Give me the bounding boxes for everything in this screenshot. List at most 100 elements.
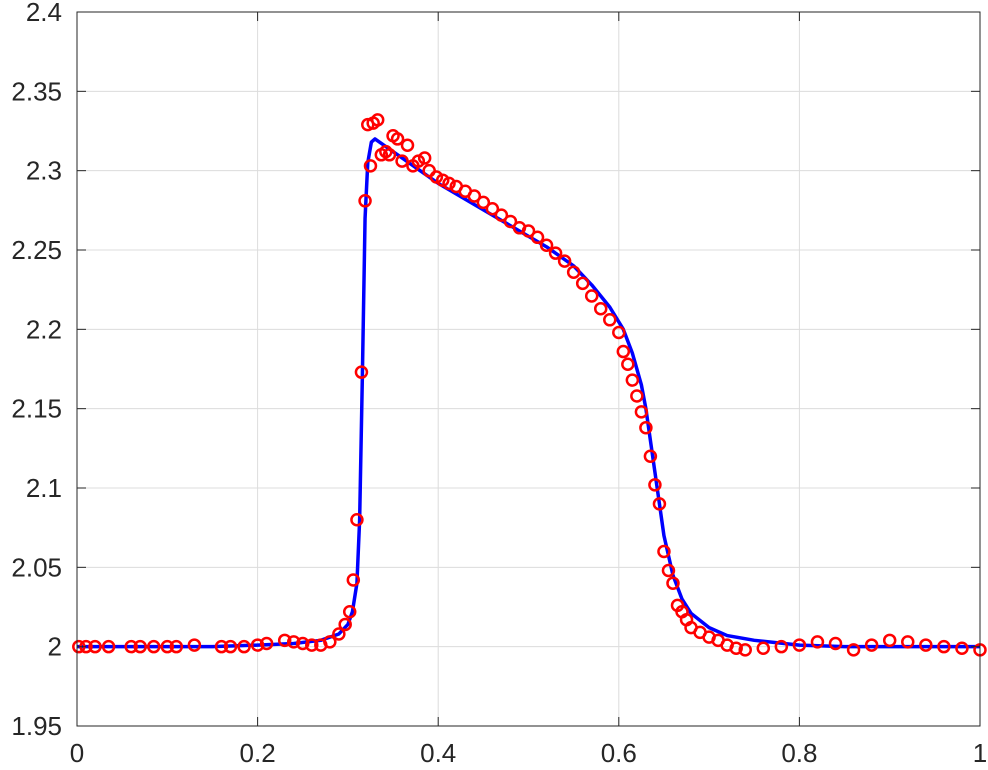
data-point-marker bbox=[442, 176, 456, 191]
data-point-marker bbox=[101, 639, 116, 654]
data-point-marker bbox=[575, 276, 590, 291]
data-point-marker bbox=[277, 633, 292, 648]
data-point-marker bbox=[666, 576, 680, 590]
data-point-marker bbox=[223, 639, 238, 654]
data-point-marker bbox=[584, 289, 599, 303]
data-point-marker bbox=[652, 497, 667, 511]
y-tick-label: 2.15 bbox=[11, 394, 62, 424]
y-tick-labels: 1.95 2 2.05 2.1 2.15 2.2 2.25 2.3 2.35 2.4 bbox=[11, 0, 62, 741]
data-point-marker bbox=[643, 449, 658, 464]
data-point-marker bbox=[530, 230, 545, 245]
data-point-marker bbox=[358, 194, 372, 208]
x-tick-label: 0.6 bbox=[601, 738, 637, 768]
data-point-marker bbox=[187, 638, 202, 652]
data-point-marker bbox=[390, 132, 405, 146]
data-point-marker bbox=[124, 639, 138, 654]
data-point-marker bbox=[350, 512, 364, 527]
data-point-marker bbox=[305, 638, 319, 652]
data-point-marker bbox=[621, 357, 635, 371]
axes-box bbox=[76, 11, 981, 727]
data-point-marker bbox=[395, 154, 409, 168]
data-point-marker bbox=[354, 365, 369, 379]
data-point-marker bbox=[603, 313, 617, 327]
y-tick-label: 2.2 bbox=[26, 314, 62, 344]
data-point-marker bbox=[774, 639, 789, 654]
data-point-marker bbox=[937, 639, 951, 654]
data-point-marker bbox=[625, 373, 640, 387]
data-point-marker bbox=[259, 636, 274, 651]
data-point-marker bbox=[729, 641, 743, 655]
data-point-marker bbox=[810, 635, 825, 649]
data-point-marker bbox=[756, 641, 771, 655]
data-point-marker bbox=[476, 195, 491, 210]
data-point-marker bbox=[557, 254, 572, 268]
data-point-marker bbox=[323, 635, 337, 649]
data-point-marker bbox=[901, 635, 915, 649]
data-point-marker bbox=[214, 639, 229, 654]
x-tick-label: 0 bbox=[70, 738, 84, 768]
data-point-marker bbox=[417, 151, 432, 165]
plot-lines bbox=[77, 137, 980, 649]
data-point-marker bbox=[133, 639, 147, 654]
data-point-marker bbox=[494, 208, 509, 222]
data-point-marker bbox=[616, 344, 631, 359]
data-point-marker bbox=[296, 636, 310, 651]
data-point-marker bbox=[342, 605, 357, 619]
data-point-marker bbox=[661, 563, 676, 578]
data-point-marker bbox=[363, 159, 378, 173]
data-point-marker bbox=[346, 573, 361, 587]
ticks bbox=[76, 11, 981, 727]
x-tick-labels: 0 0.2 0.4 0.6 0.8 1 bbox=[70, 738, 987, 768]
y-tick-label: 2.25 bbox=[11, 235, 62, 265]
y-tick-label: 2 bbox=[48, 632, 62, 662]
data-point-marker bbox=[846, 643, 861, 657]
data-point-marker bbox=[864, 638, 879, 652]
plot-markers bbox=[72, 113, 987, 657]
data-point-marker bbox=[147, 639, 161, 654]
data-point-marker bbox=[639, 420, 653, 435]
data-point-marker bbox=[539, 238, 554, 252]
data-point-marker bbox=[169, 639, 184, 654]
data-point-marker bbox=[919, 638, 933, 652]
y-tick-label: 1.95 bbox=[11, 711, 62, 741]
grid bbox=[76, 11, 981, 727]
data-point-marker bbox=[738, 643, 752, 657]
data-point-marker bbox=[634, 405, 649, 419]
data-point-marker bbox=[630, 389, 644, 403]
x-tick-label: 0.4 bbox=[420, 738, 456, 768]
data-point-marker bbox=[828, 636, 843, 651]
y-tick-label: 2.4 bbox=[26, 0, 62, 27]
data-point-marker bbox=[648, 478, 662, 492]
data-point-marker bbox=[882, 633, 897, 648]
data-point-marker bbox=[160, 639, 175, 654]
data-point-marker bbox=[370, 113, 385, 127]
data-point-marker bbox=[382, 148, 397, 162]
data-point-marker bbox=[593, 301, 608, 316]
data-point-marker bbox=[612, 325, 626, 340]
y-tick-label: 2.1 bbox=[26, 473, 62, 503]
data-point-marker bbox=[400, 138, 415, 153]
data-point-marker bbox=[566, 265, 581, 279]
data-point-marker bbox=[286, 635, 301, 649]
y-tick-label: 2.3 bbox=[26, 156, 62, 186]
data-point-marker bbox=[503, 214, 518, 229]
y-tick-label: 2.35 bbox=[11, 76, 62, 106]
data-point-marker bbox=[521, 224, 536, 238]
data-point-marker bbox=[332, 627, 346, 641]
x-tick-label: 0.2 bbox=[240, 738, 276, 768]
x-tick-label: 0.8 bbox=[781, 738, 817, 768]
data-point-marker bbox=[338, 617, 352, 632]
y-tick-label: 2.05 bbox=[11, 552, 62, 582]
x-tick-label: 1 bbox=[973, 738, 987, 768]
data-point-marker bbox=[88, 639, 102, 654]
data-point-marker bbox=[657, 544, 671, 559]
data-point-marker bbox=[548, 246, 563, 260]
data-point-marker bbox=[792, 638, 807, 652]
series-line bbox=[77, 137, 980, 649]
data-point-marker bbox=[485, 202, 500, 216]
data-point-marker bbox=[237, 639, 251, 654]
data-point-marker bbox=[250, 638, 265, 652]
data-point-marker bbox=[467, 189, 482, 203]
data-point-marker bbox=[955, 641, 969, 655]
